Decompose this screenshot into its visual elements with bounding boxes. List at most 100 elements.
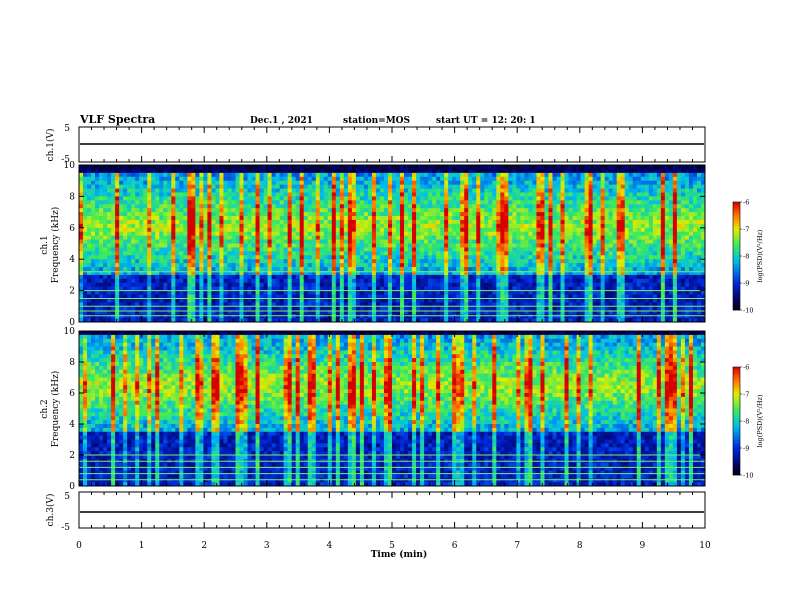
spectrogram-cell <box>424 168 429 174</box>
spectrogram-cell <box>464 278 469 284</box>
spectrogram-cell <box>83 172 88 178</box>
spectrogram-cell <box>420 259 425 264</box>
spectrogram-cell <box>119 231 124 237</box>
spectrogram-cell <box>359 176 365 182</box>
spectrogram-cell <box>215 310 220 315</box>
spectrogram-cell <box>231 310 236 315</box>
spectrogram-cell <box>251 172 256 178</box>
spectrogram-cell <box>295 255 301 260</box>
spectrogram-cell <box>371 188 377 193</box>
spectrogram-cell <box>195 310 200 315</box>
spectrogram-cell <box>432 208 437 213</box>
spectrogram-cell <box>448 270 453 276</box>
spectrogram-cell <box>291 274 297 280</box>
spectrogram-cell <box>175 274 180 280</box>
spectrogram-cell <box>179 318 184 323</box>
spectrogram-cell <box>211 251 216 256</box>
spectrogram-cell <box>351 247 357 252</box>
spectrogram-cell <box>492 192 497 197</box>
spectrogram-cell <box>263 259 268 264</box>
spectrogram-cell <box>211 200 216 205</box>
spectrogram-cell <box>199 314 204 319</box>
spectrogram-cell <box>147 278 152 284</box>
spectrogram-cell <box>287 278 293 284</box>
spectrogram-cell <box>131 239 136 244</box>
ch1-spectrogram-image <box>79 165 706 323</box>
spectrogram-cell <box>460 274 465 280</box>
spectrogram-cell <box>171 192 176 197</box>
spectrogram-cell <box>271 231 277 237</box>
spectrogram-cell <box>552 302 557 307</box>
spectrogram-cell <box>183 318 188 323</box>
spectrogram-cell <box>111 247 116 252</box>
spectrogram-cell <box>452 243 457 248</box>
spectrogram-cell <box>159 165 164 170</box>
spectrogram-cell <box>167 239 172 244</box>
spectrogram-cell <box>484 274 489 280</box>
spectrogram-cell <box>95 263 100 268</box>
spectrogram-cell <box>508 247 513 252</box>
spectrogram-cell <box>111 196 116 201</box>
spectrogram-cell <box>504 306 509 311</box>
spectrogram-cell <box>500 200 505 205</box>
spectrogram-cell <box>183 310 188 315</box>
spectrogram-cell <box>408 243 413 248</box>
spectrogram-cell <box>187 286 192 292</box>
spectrogram-cell <box>492 302 497 307</box>
spectrogram-cell <box>139 251 144 256</box>
spectrogram-cell <box>323 184 329 189</box>
spectrogram-cell <box>500 278 505 284</box>
spectrogram-cell <box>436 263 441 268</box>
spectrogram-cell <box>331 192 337 197</box>
spectrogram-cell <box>311 219 317 225</box>
spectrogram-cell <box>175 243 180 248</box>
spectrogram-cell <box>159 176 164 182</box>
spectrogram-cell <box>379 247 385 252</box>
spectrogram-cell <box>231 176 236 182</box>
spectrogram-cell <box>355 184 361 189</box>
spectrogram-cell <box>247 168 252 174</box>
spectrogram-cell <box>379 259 385 264</box>
spectrogram-cell <box>347 274 353 280</box>
spectrogram-cell <box>359 208 365 213</box>
spectrogram-cell <box>408 314 413 319</box>
spectrogram-cell <box>279 223 285 229</box>
spectrogram-cell <box>167 318 172 323</box>
spectrogram-cell <box>223 216 228 221</box>
spectrogram-cell <box>408 274 413 280</box>
spectrogram-cell <box>420 227 425 233</box>
spectrogram-cell <box>456 306 461 311</box>
spectrogram-cell <box>504 247 509 252</box>
spectrogram-cell <box>203 247 208 252</box>
spectrogram-cell <box>440 306 445 311</box>
spectrogram-cell <box>456 310 461 315</box>
spectrogram-cell <box>552 286 557 292</box>
spectrogram-cell <box>532 196 537 201</box>
spectrogram-cell <box>139 223 144 229</box>
spectrogram-cell <box>564 223 569 229</box>
spectrogram-cell <box>183 243 188 248</box>
spectrogram-cell <box>359 196 365 201</box>
spectrogram-cell <box>295 227 301 233</box>
spectrogram-cell <box>303 298 309 303</box>
spectrogram-cell <box>476 263 481 268</box>
spectrogram-cell <box>367 219 373 225</box>
spectrogram-cell <box>219 176 224 182</box>
spectrogram-cell <box>247 286 252 292</box>
spectrogram-cell <box>111 243 116 248</box>
spectrogram-cell <box>355 231 361 237</box>
spectrogram-cell <box>440 212 445 217</box>
spectrogram-cell <box>235 267 240 272</box>
spectrogram-cell <box>103 188 108 193</box>
spectrogram-cell <box>315 204 321 209</box>
spectrogram-cell <box>331 263 337 268</box>
spectrogram-cell <box>339 247 345 252</box>
spectrogram-cell <box>420 274 425 280</box>
spectrogram-cell <box>343 310 349 315</box>
spectrogram-cell <box>416 306 421 311</box>
spectrogram-cell <box>239 223 244 229</box>
spectrogram-cell <box>363 318 369 323</box>
spectrogram-cell <box>311 176 317 182</box>
spectrogram-cell <box>532 314 537 319</box>
spectrogram-cell <box>219 314 224 319</box>
